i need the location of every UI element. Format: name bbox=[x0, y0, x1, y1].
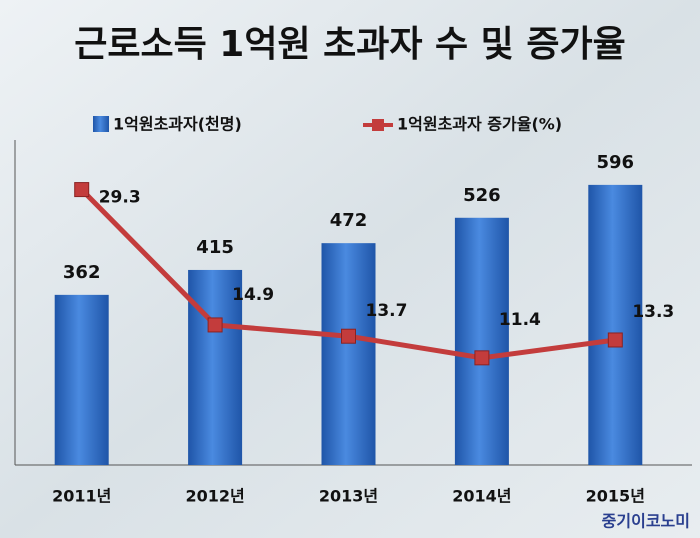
legend-swatch bbox=[372, 119, 384, 131]
legend-swatch bbox=[93, 116, 109, 132]
line-value-label: 14.9 bbox=[232, 285, 274, 305]
x-tick-label: 2014년 bbox=[452, 487, 511, 506]
line-value-label: 13.3 bbox=[632, 302, 674, 322]
line-point bbox=[207, 317, 223, 333]
bar bbox=[54, 294, 109, 465]
x-tick-label: 2012년 bbox=[185, 487, 244, 506]
source: 중기이코노미 bbox=[602, 512, 690, 531]
x-tick-label: 2011년 bbox=[52, 487, 111, 506]
bar bbox=[588, 184, 643, 465]
bar-value-label: 362 bbox=[63, 262, 101, 283]
line-value-label: 13.7 bbox=[366, 301, 408, 321]
bar-value-label: 472 bbox=[330, 210, 368, 231]
x-tick-label: 2015년 bbox=[586, 487, 645, 506]
line-value-label: 11.4 bbox=[499, 310, 541, 330]
line-value-label: 29.3 bbox=[99, 188, 141, 208]
line-point bbox=[607, 332, 623, 348]
bar bbox=[321, 243, 376, 465]
x-tick-label: 2013년 bbox=[319, 487, 378, 506]
chart-title: 근로소득 1억원 초과자 수 및 증가율 bbox=[74, 24, 625, 65]
legend-label: 1억원초과자 증가율(%) bbox=[397, 115, 562, 134]
line-point bbox=[341, 328, 356, 344]
bar bbox=[454, 217, 509, 465]
bar bbox=[188, 269, 243, 465]
line-point bbox=[74, 182, 90, 198]
bar-value-label: 526 bbox=[463, 185, 501, 206]
bar-value-label: 596 bbox=[597, 152, 635, 173]
legend-label: 1억원초과자(천명) bbox=[113, 115, 242, 134]
bar-value-label: 415 bbox=[196, 237, 234, 258]
line-point bbox=[474, 350, 490, 366]
